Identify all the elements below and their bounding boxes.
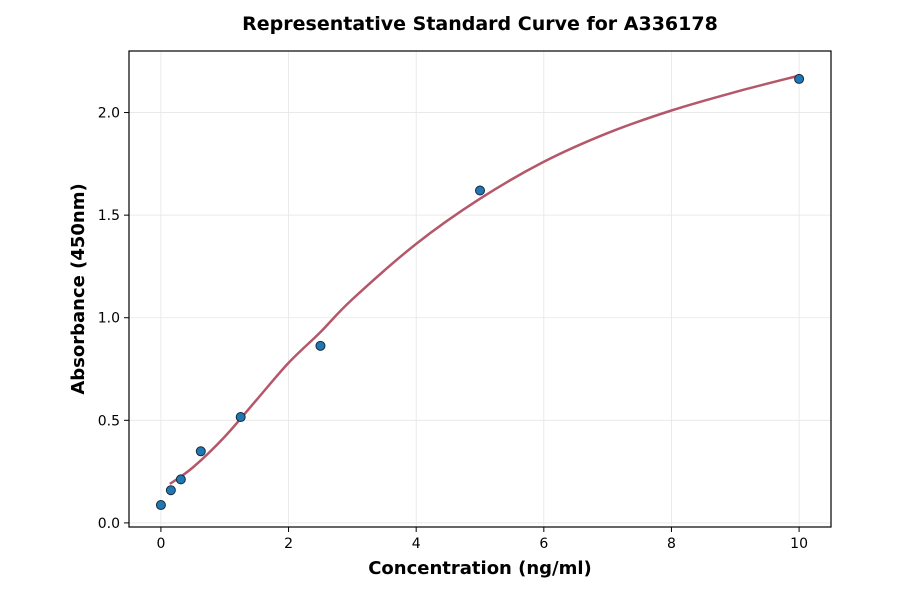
x-tick-label: 10 [790, 536, 808, 552]
y-tick-label: 2.0 [98, 106, 120, 122]
y-tick-label: 0.5 [98, 413, 120, 429]
data-point [195, 446, 206, 457]
y-tick-label: 1.0 [98, 311, 120, 327]
x-tick-label: 0 [156, 536, 165, 552]
y-tick-label: 0.0 [98, 516, 120, 532]
x-axis-label: Concentration (ng/ml) [368, 558, 592, 579]
fit-curve [169, 74, 800, 485]
data-point [794, 73, 805, 84]
y-axis-label: Absorbance (450nm) [68, 183, 89, 394]
y-axis: 0.0 0.5 1.0 1.5 2.0 [98, 106, 129, 532]
data-point [175, 474, 186, 485]
plot-frame [128, 50, 832, 528]
data-points [155, 73, 805, 511]
data-point [155, 500, 166, 511]
data-point [315, 340, 326, 351]
chart-title: Representative Standard Curve for A33617… [242, 13, 718, 35]
data-point [235, 412, 246, 423]
data-point [475, 185, 485, 196]
x-tick-label: 6 [539, 536, 548, 552]
grid [129, 51, 831, 527]
x-tick-label: 8 [667, 536, 676, 552]
y-tick-label: 1.5 [98, 208, 120, 224]
x-axis: 0 2 4 6 8 10 [156, 527, 808, 552]
data-point [165, 485, 176, 496]
x-tick-label: 4 [412, 536, 421, 552]
x-tick-label: 2 [284, 536, 293, 552]
